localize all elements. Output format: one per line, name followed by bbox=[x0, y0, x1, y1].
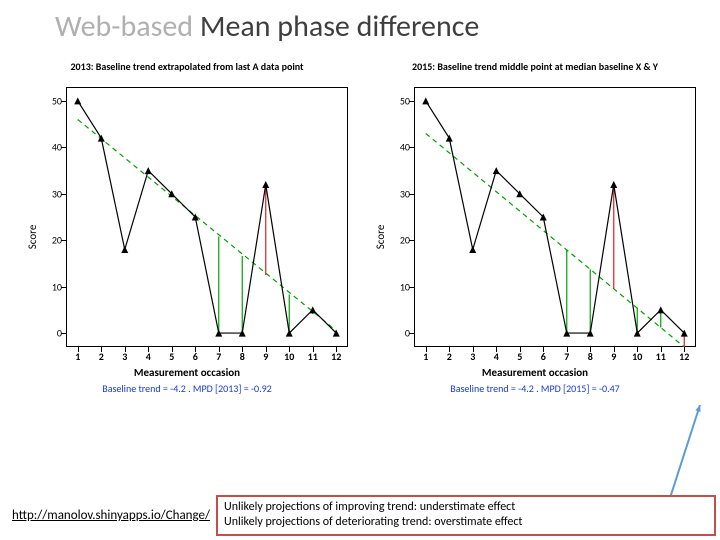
data-marker bbox=[262, 181, 269, 188]
charts-row: 2013: Baseline trend extrapolated from l… bbox=[18, 60, 702, 397]
callout-line-2: Unlikely projections of deteriorating tr… bbox=[224, 515, 708, 531]
plot-right: Score Measurement occasion Baseline tren… bbox=[366, 77, 704, 397]
chart-title: 2015: Baseline trend middle point at med… bbox=[366, 60, 704, 73]
callout-box: Unlikely projections of improving trend:… bbox=[216, 495, 716, 536]
footer: http://manolov.shinyapps.io/Change/ Unli… bbox=[0, 495, 720, 536]
data-marker bbox=[469, 246, 476, 253]
title-main: Mean phase difference bbox=[200, 8, 480, 45]
data-marker bbox=[145, 167, 152, 174]
data-line bbox=[78, 101, 337, 333]
trend-line bbox=[426, 133, 685, 347]
trend-line bbox=[78, 120, 337, 331]
data-marker bbox=[98, 135, 105, 142]
data-marker bbox=[493, 167, 500, 174]
chart-svg bbox=[18, 77, 356, 397]
chart-title: 2013: Baseline trend extrapolated from l… bbox=[18, 60, 356, 73]
data-line bbox=[426, 101, 685, 333]
data-marker bbox=[422, 97, 429, 104]
page-title: Web-based Mean phase difference bbox=[55, 8, 479, 45]
callout-line-1: Unlikely projections of improving trend:… bbox=[224, 500, 708, 516]
data-marker bbox=[657, 306, 664, 313]
data-marker bbox=[610, 181, 617, 188]
chart-svg bbox=[366, 77, 704, 397]
data-marker bbox=[121, 246, 128, 253]
plot-left: Score Measurement occasion Baseline tren… bbox=[18, 77, 356, 397]
source-link[interactable]: http://manolov.shinyapps.io/Change/ bbox=[0, 508, 210, 523]
data-marker bbox=[74, 97, 81, 104]
data-marker bbox=[446, 135, 453, 142]
title-prefix: Web-based bbox=[55, 8, 200, 45]
chart-right: 2015: Baseline trend middle point at med… bbox=[366, 60, 704, 397]
chart-left: 2013: Baseline trend extrapolated from l… bbox=[18, 60, 356, 397]
